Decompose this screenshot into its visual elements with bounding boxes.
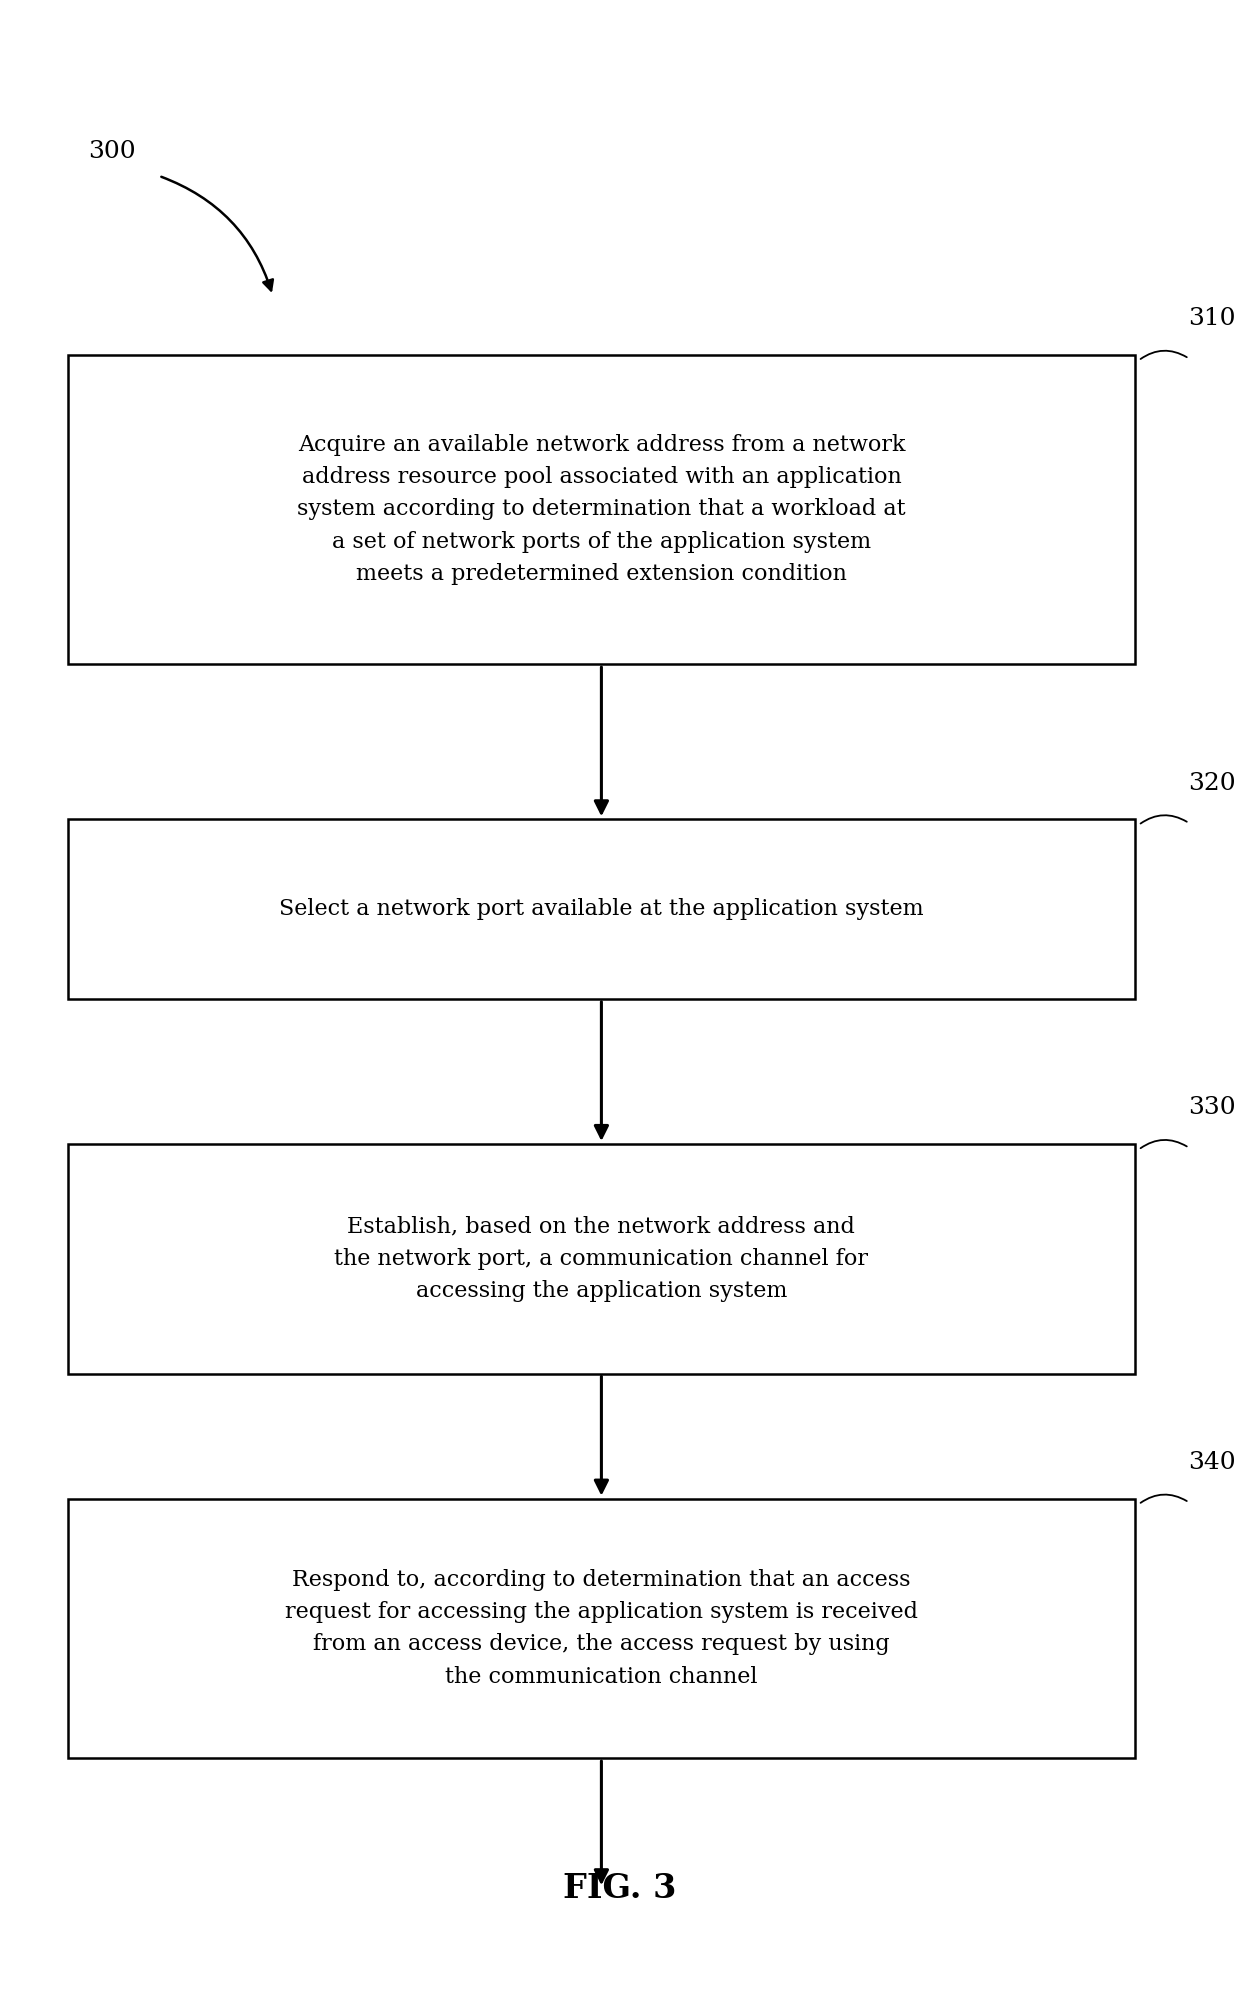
Text: 310: 310 bbox=[1188, 308, 1235, 330]
Text: 320: 320 bbox=[1188, 771, 1235, 795]
Text: 300: 300 bbox=[88, 140, 135, 164]
FancyBboxPatch shape bbox=[68, 1498, 1135, 1758]
FancyArrowPatch shape bbox=[161, 176, 273, 290]
Text: 340: 340 bbox=[1188, 1451, 1235, 1475]
FancyBboxPatch shape bbox=[68, 1143, 1135, 1375]
FancyArrowPatch shape bbox=[1141, 1141, 1187, 1149]
Text: Establish, based on the network address and
the network port, a communication ch: Establish, based on the network address … bbox=[335, 1215, 868, 1303]
Text: Acquire an available network address from a network
address resource pool associ: Acquire an available network address fro… bbox=[298, 434, 905, 585]
FancyBboxPatch shape bbox=[68, 819, 1135, 999]
Text: FIG. 3: FIG. 3 bbox=[563, 1872, 677, 1904]
Text: Select a network port available at the application system: Select a network port available at the a… bbox=[279, 897, 924, 921]
Text: Respond to, according to determination that an access
request for accessing the : Respond to, according to determination t… bbox=[285, 1568, 918, 1688]
FancyBboxPatch shape bbox=[68, 356, 1135, 663]
FancyArrowPatch shape bbox=[1141, 815, 1187, 823]
FancyArrowPatch shape bbox=[1141, 1495, 1187, 1502]
FancyArrowPatch shape bbox=[1141, 352, 1187, 360]
Text: 330: 330 bbox=[1188, 1097, 1235, 1119]
